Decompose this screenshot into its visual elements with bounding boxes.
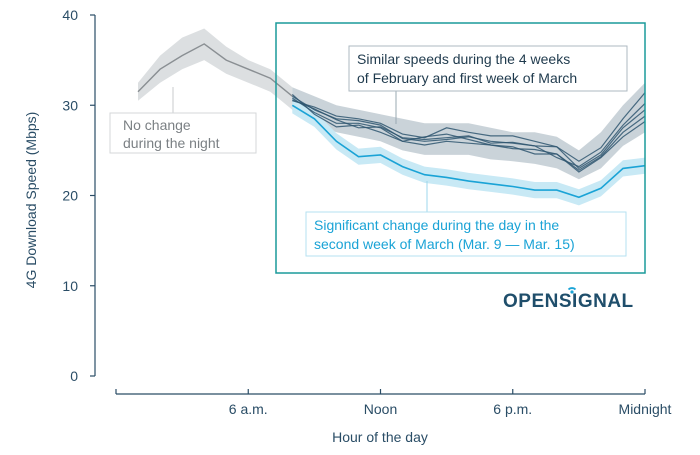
highlight-frame <box>275 22 646 274</box>
series-lines <box>137 43 646 199</box>
y-tick-label: 20 <box>62 188 78 204</box>
x-tick-label: 6 p.m. <box>493 401 532 417</box>
annotation-february: Similar speeds during the 4 weeks of Feb… <box>348 45 628 124</box>
annotation-night-line-1: No change <box>123 117 191 133</box>
opensignal-logo: OPENSIGNAL <box>503 287 634 312</box>
confidence-bands <box>138 28 645 206</box>
y-tick-label: 10 <box>62 278 78 294</box>
series-line-week-1 <box>291 95 646 170</box>
signal-dot-icon <box>570 290 574 294</box>
annotation-march-line-2: second week of March (Mar. 9 — Mar. 15) <box>314 236 575 252</box>
series-line-march-week-2 <box>291 104 646 199</box>
night-band <box>138 28 293 110</box>
opensignal-logo-text: OPENSIGNAL <box>503 291 634 312</box>
x-axis: 6 a.m. Noon 6 p.m. Midnight <box>115 389 672 417</box>
annotation-march-box <box>305 211 627 257</box>
y-tick-label: 30 <box>62 97 78 113</box>
x-axis-title: Hour of the day <box>332 429 428 445</box>
x-tick-label: Midnight <box>619 401 672 417</box>
series-line-week-3 <box>292 92 646 162</box>
night-series-line <box>137 43 293 97</box>
march-band <box>292 97 645 206</box>
signal-arc-icon <box>567 287 577 291</box>
annotation-night: No change during the night <box>109 87 257 154</box>
annotation-march-line-1: Significant change during the day in the <box>314 217 559 233</box>
y-axis: 0 10 20 30 40 <box>62 7 96 384</box>
annotation-february-box <box>348 45 628 92</box>
series-line-week-5 <box>292 99 646 168</box>
annotation-march: Significant change during the day in the… <box>305 181 627 257</box>
x-tick-label: 6 a.m. <box>229 401 268 417</box>
annotation-february-line-1: Similar speeds during the 4 weeks <box>357 51 570 67</box>
y-tick-label: 40 <box>62 7 78 23</box>
annotation-february-line-2: of February and first week of March <box>357 70 577 86</box>
y-axis-title: 4G Download Speed (Mbps) <box>23 112 39 289</box>
y-tick-label: 0 <box>70 368 78 384</box>
series-line-week-2 <box>291 97 646 171</box>
weeks-band <box>292 82 645 180</box>
x-tick-label: Noon <box>364 401 397 417</box>
annotation-night-line-2: during the night <box>123 135 220 151</box>
annotation-night-box <box>109 112 257 154</box>
